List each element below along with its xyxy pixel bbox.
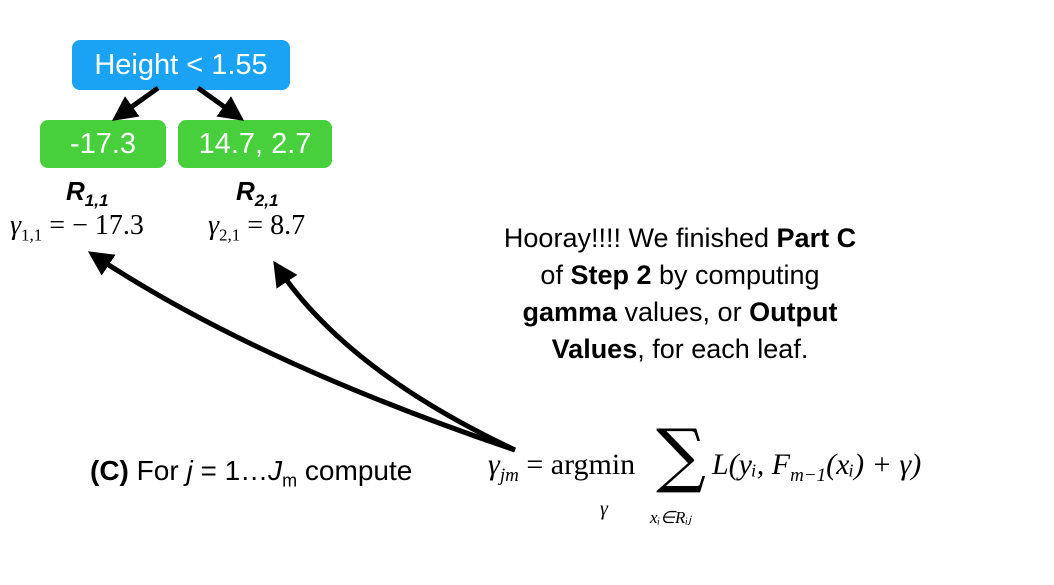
curve-arrow-left [87,251,516,453]
region-label-2: R2,1 [236,176,279,211]
tree-arrow-left [111,85,160,121]
region-label-1: R1,1 [66,176,109,211]
step-c-text: (C) For j = 1…Jm compute [90,455,413,491]
root-node-label: Height < 1.55 [94,48,268,81]
argmin-subscript: γ [600,498,608,520]
gamma-formula: γjm = argmin [488,448,636,486]
right-leaf: 14.7, 2.7 [178,120,332,168]
sum-sign: ∑ [656,414,706,496]
sum-index: xᵢ∈Rᵢⱼ [650,508,692,527]
gamma-value-1: γ1,1 = − 17.3 [10,210,144,245]
caption-text: Hooray!!!! We finished Part C of Step 2 … [503,223,857,364]
curve-arrow-right [273,260,517,453]
loss-expression: L(yᵢ, Fm−1(xᵢ) + γ) [712,448,922,486]
root-node: Height < 1.55 [72,40,290,90]
left-leaf: -17.3 [40,120,166,168]
gamma-value-2: γ2,1 = 8.7 [208,210,306,245]
left-leaf-label: -17.3 [69,127,137,160]
right-leaf-label: 14.7, 2.7 [198,127,312,160]
tree-arrow-right [196,85,245,121]
